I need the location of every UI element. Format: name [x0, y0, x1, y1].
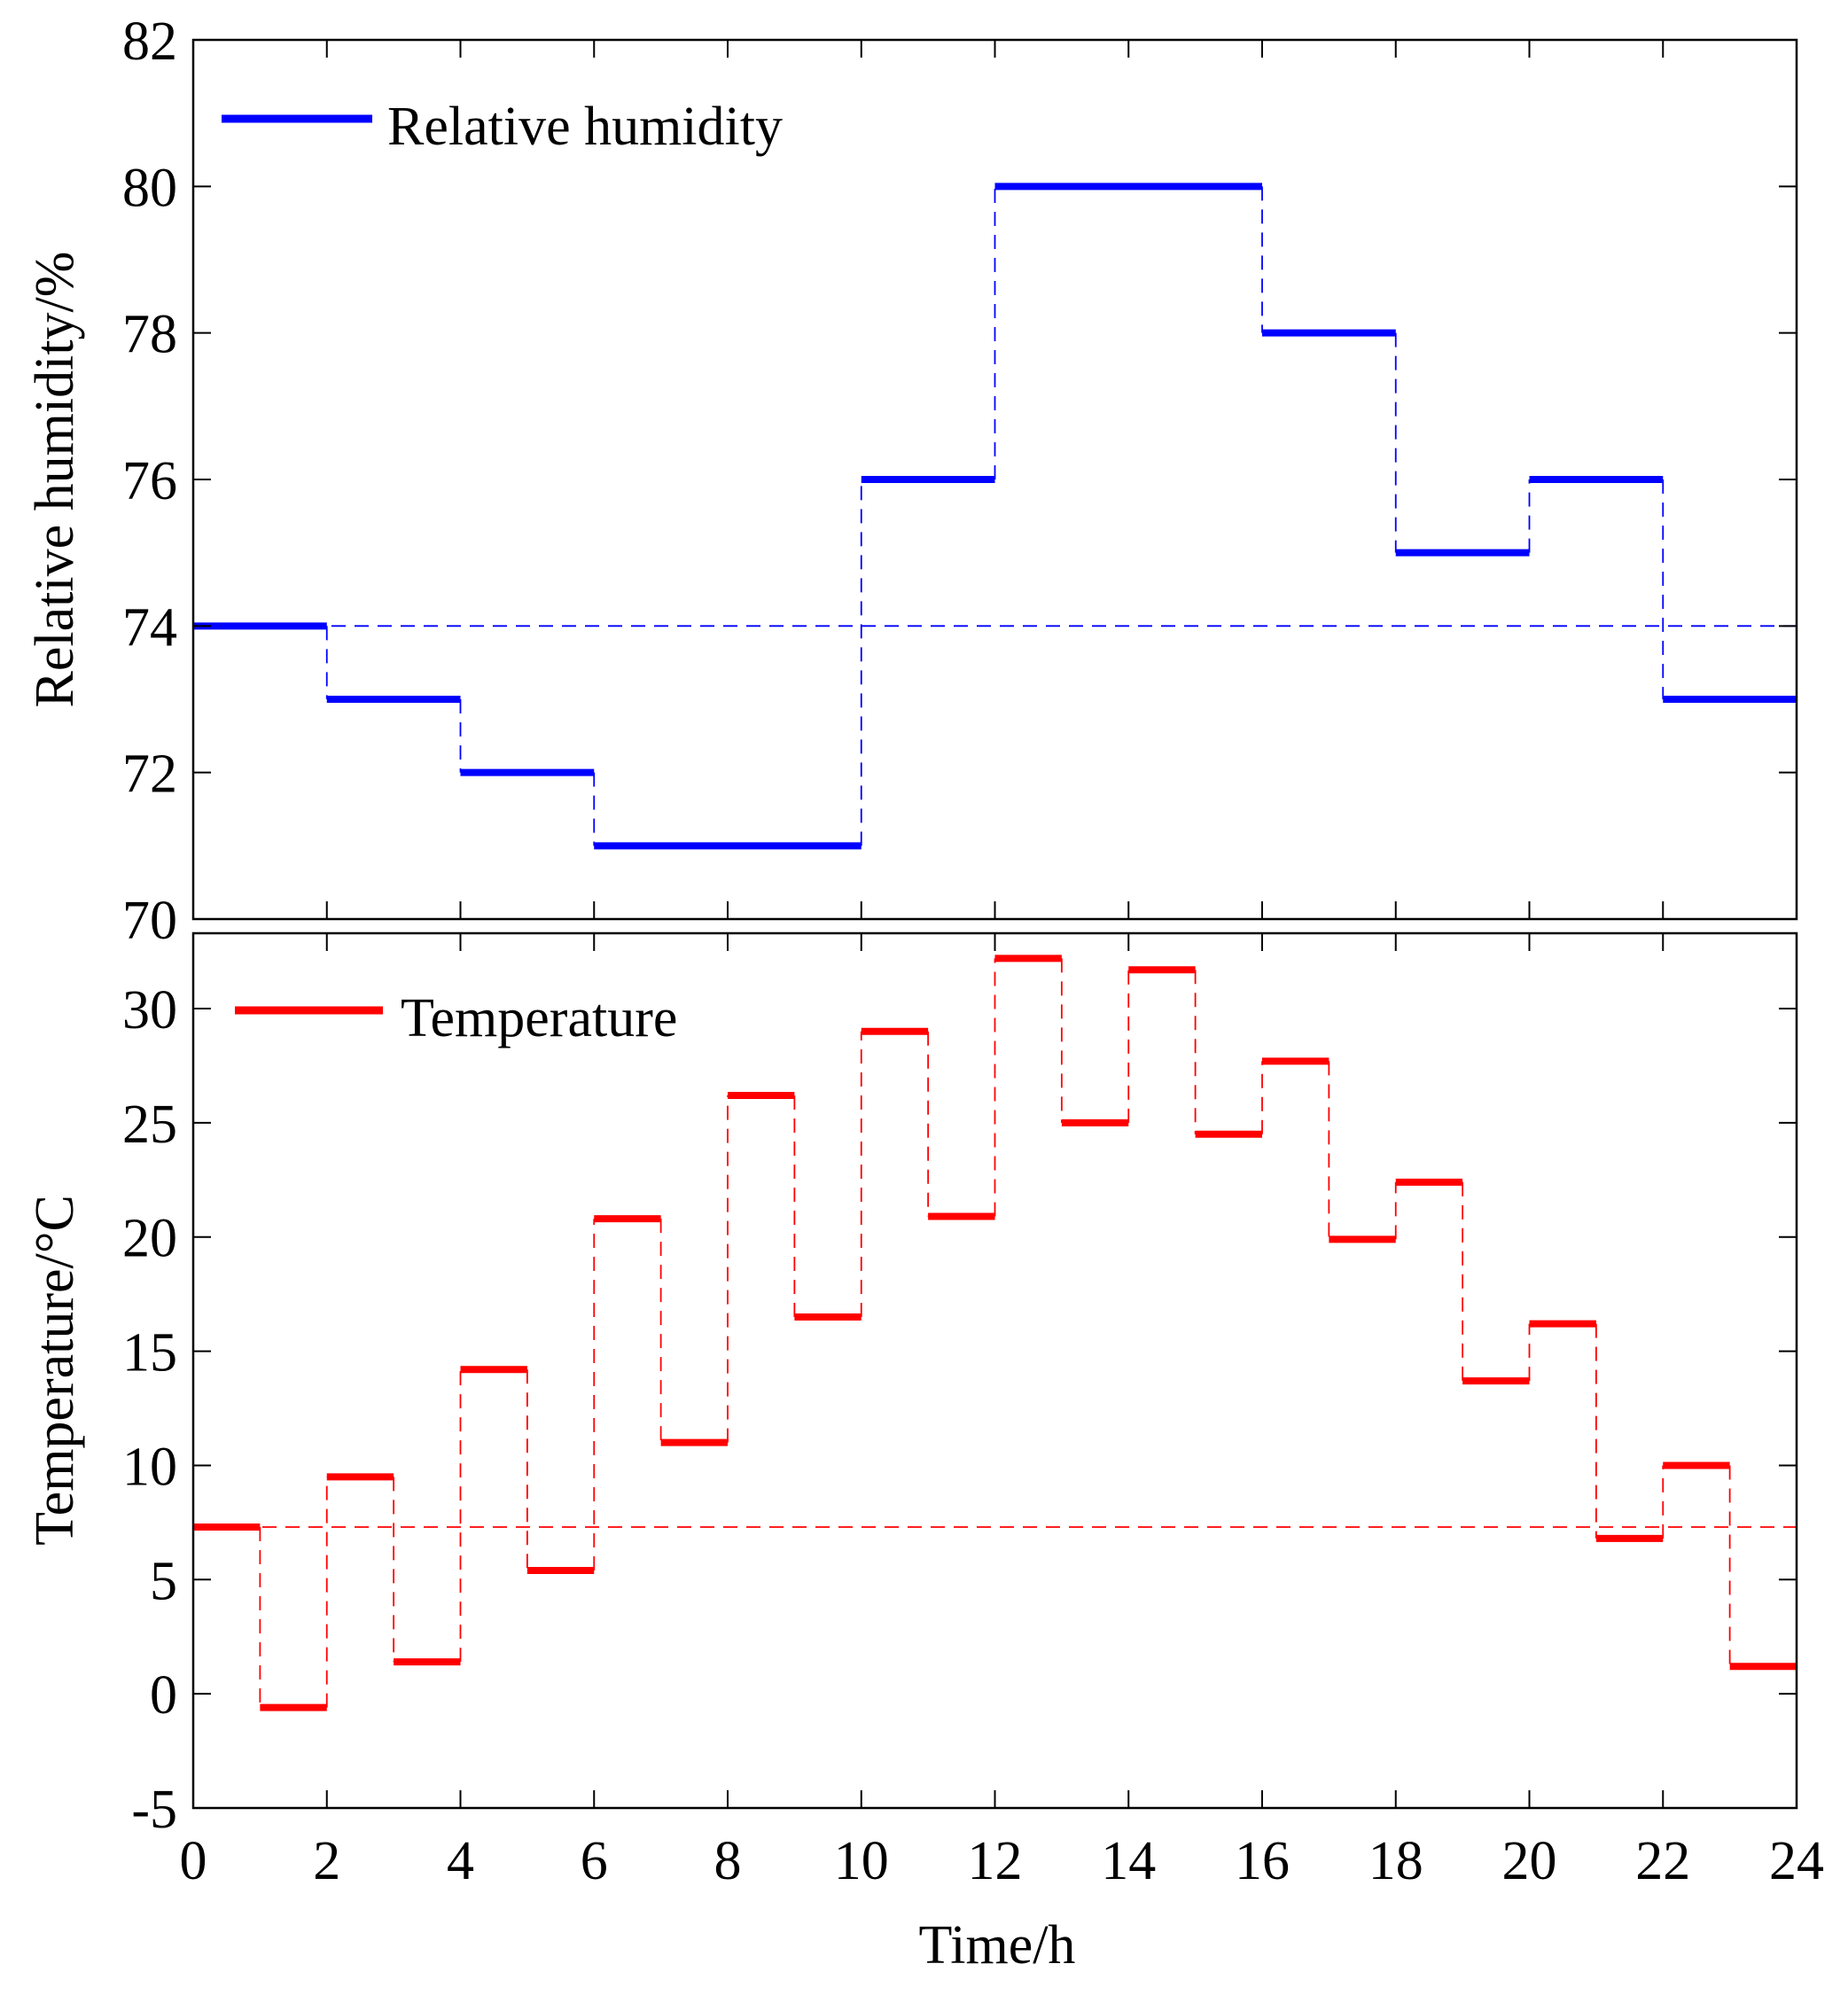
temperature-legend: Temperature — [235, 988, 677, 1048]
humidity-y-tick-label: 74 — [122, 597, 177, 658]
humidity-y-tick-label: 70 — [122, 891, 177, 951]
temperature-x-tick-label: 22 — [1635, 1831, 1690, 1891]
humidity-plot-marks — [193, 183, 1797, 850]
temperature-y-tick-label: 0 — [150, 1665, 177, 1726]
temperature-y-axis-label: Temperature/°C — [25, 1195, 85, 1546]
humidity-y-tick-label: 82 — [122, 12, 177, 72]
temperature-x-tick-label: 24 — [1769, 1831, 1824, 1891]
x-axis-label: Time/h — [919, 1915, 1076, 1976]
temperature-y-tick-label: 10 — [122, 1437, 177, 1497]
temperature-x-tick-label: 2 — [313, 1831, 340, 1891]
humidity-y-tick-label: 72 — [122, 744, 177, 805]
temperature-plot-marks — [193, 955, 1797, 1711]
temperature-x-tick-label: 18 — [1368, 1831, 1423, 1891]
humidity-y-tick-label: 80 — [122, 158, 177, 218]
temperature-y-tick-label: 25 — [122, 1095, 177, 1155]
temperature-legend-label: Temperature — [401, 988, 677, 1048]
temperature-x-tick-label: 14 — [1101, 1831, 1156, 1891]
humidity-y-tick-label: 76 — [122, 451, 177, 511]
temperature-y-tick-label: 15 — [122, 1323, 177, 1383]
humidity-ticks: 70 72 74 76 78 80 82 — [122, 12, 1797, 951]
temperature-y-tick-label: -5 — [131, 1780, 177, 1840]
temperature-x-tick-label: 6 — [581, 1831, 608, 1891]
humidity-y-axis-label: Relative humidity/% — [25, 252, 85, 708]
temperature-x-tick-label: 4 — [447, 1831, 474, 1891]
temperature-y-tick-label: 20 — [122, 1209, 177, 1269]
temperature-x-tick-label: 10 — [834, 1831, 889, 1891]
temperature-x-tick-label: 12 — [968, 1831, 1023, 1891]
humidity-legend: Relative humidity — [222, 97, 783, 157]
temperature-x-tick-label: 16 — [1235, 1831, 1290, 1891]
temperature-x-tick-label: 8 — [714, 1831, 742, 1891]
temperature-y-tick-label: 5 — [150, 1551, 177, 1611]
humidity-legend-label: Relative humidity — [387, 97, 783, 157]
humidity-y-tick-label: 78 — [122, 305, 177, 365]
humidity-panel: 70 72 74 76 78 80 82 Relative humidity/% Relat… — [25, 12, 1798, 951]
temperature-x-tick-label: 20 — [1502, 1831, 1557, 1891]
temperature-x-tick-label: 0 — [180, 1831, 207, 1891]
temperature-y-tick-label: 30 — [122, 980, 177, 1040]
